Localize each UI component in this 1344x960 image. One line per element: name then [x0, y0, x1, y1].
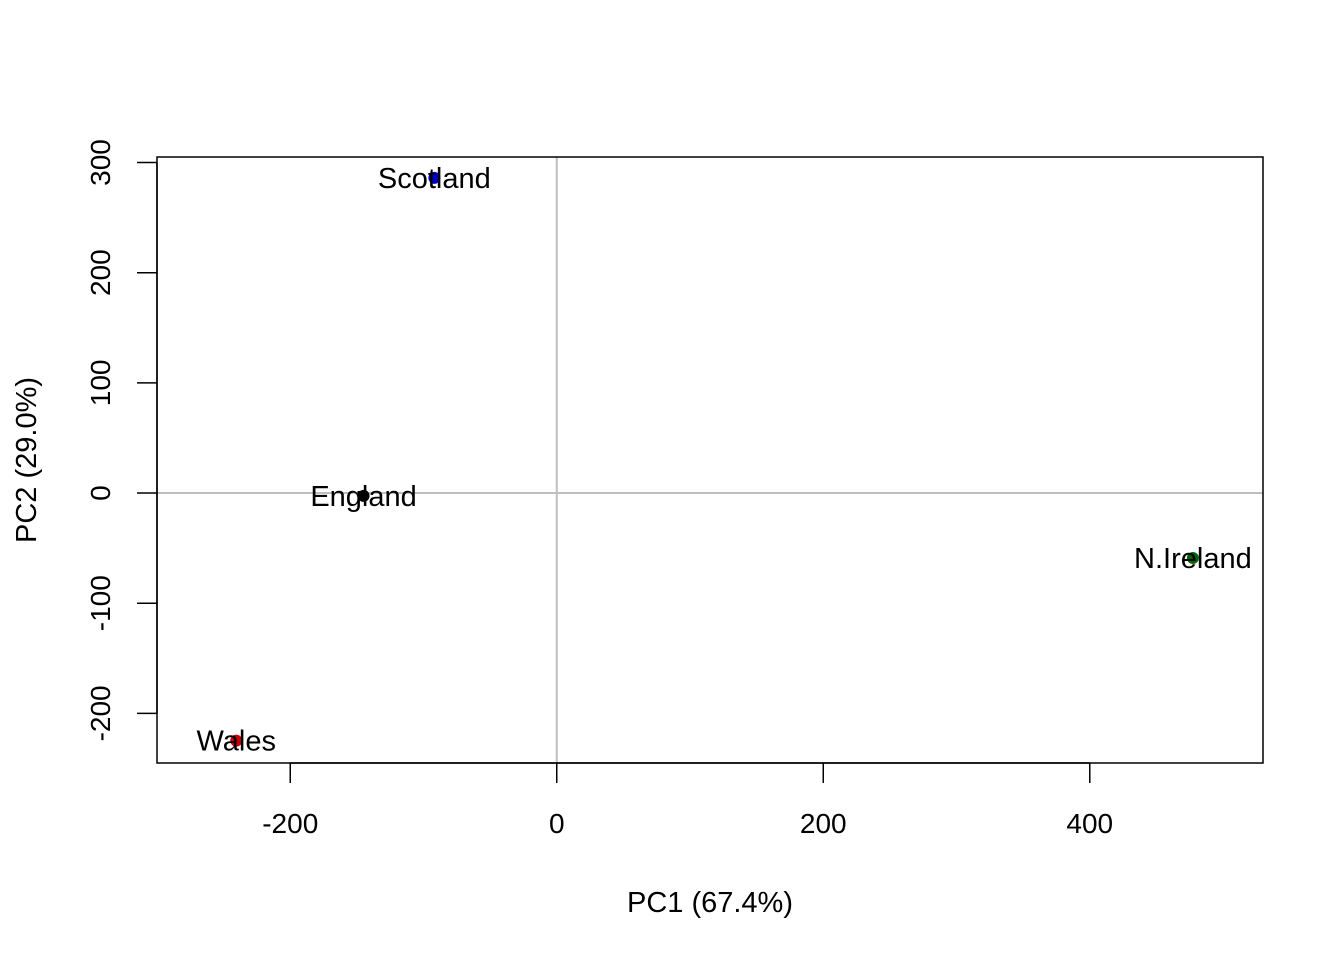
data-point	[357, 489, 370, 502]
data-points	[230, 171, 1199, 747]
y-tick-label: 0	[85, 485, 116, 501]
x-tick-label: 400	[1066, 808, 1113, 839]
x-axis: -200 0 200 400	[262, 762, 1113, 839]
point-label: Wales	[196, 726, 276, 758]
reference-lines	[157, 157, 1263, 763]
y-tick-label: 300	[85, 139, 116, 186]
x-axis-label: PC1 (67.4%)	[627, 887, 793, 919]
x-tick-label: 200	[800, 808, 847, 839]
data-point	[230, 734, 243, 747]
y-tick-label: -100	[85, 575, 116, 631]
y-axis: -200 -100 0 100 200 300	[85, 139, 158, 741]
data-point	[428, 171, 441, 184]
x-tick-label: 0	[549, 808, 565, 839]
point-label: Scotland	[378, 163, 491, 195]
y-axis-label: PC2 (29.0%)	[11, 377, 43, 543]
y-tick-label: 100	[85, 360, 116, 407]
x-tick-label: -200	[262, 808, 318, 839]
plot-frame	[156, 156, 1264, 764]
y-tick-label: 200	[85, 249, 116, 296]
point-labels: England Wales Scotland N.Ireland	[196, 163, 1251, 758]
point-label: England	[310, 481, 416, 513]
y-tick-label: -200	[85, 685, 116, 741]
data-point	[1186, 551, 1199, 564]
point-label: N.Ireland	[1134, 543, 1252, 575]
